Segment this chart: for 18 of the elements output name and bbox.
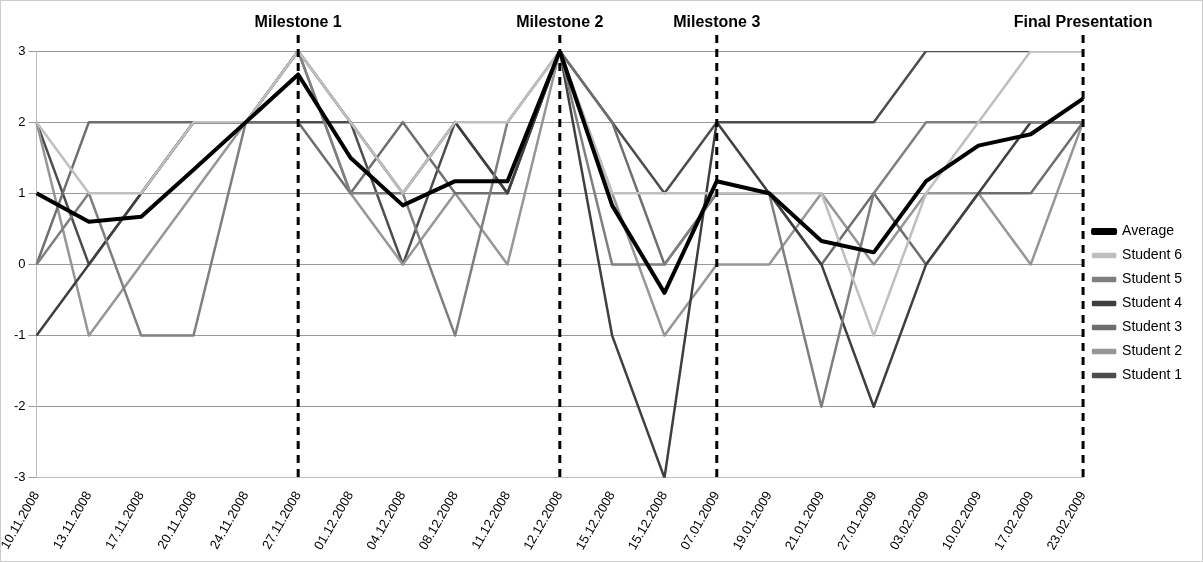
ref-line-label: Milestone 1 [254, 13, 342, 31]
y-tick-label: 2 [18, 113, 26, 129]
legend-label: Student 6 [1122, 246, 1183, 263]
legend-label: Student 3 [1122, 318, 1183, 335]
ref-line-label: Milestone 2 [516, 13, 604, 31]
y-tick-label: -3 [14, 469, 26, 485]
legend-label: Student 2 [1122, 342, 1183, 359]
ref-line-label: Final Presentation [1013, 13, 1153, 31]
legend-label: Student 1 [1122, 366, 1183, 383]
ref-line-label: Milestone 3 [673, 13, 761, 31]
y-tick-label: 0 [18, 256, 26, 271]
y-tick-label: 1 [18, 184, 26, 200]
legend-label: Student 5 [1122, 270, 1183, 287]
y-tick-label: -1 [14, 327, 26, 343]
legend-label: Average [1122, 222, 1175, 239]
y-tick-label: 3 [18, 42, 26, 58]
legend-label: Student 4 [1122, 294, 1183, 311]
y-tick-label: -2 [14, 398, 26, 414]
